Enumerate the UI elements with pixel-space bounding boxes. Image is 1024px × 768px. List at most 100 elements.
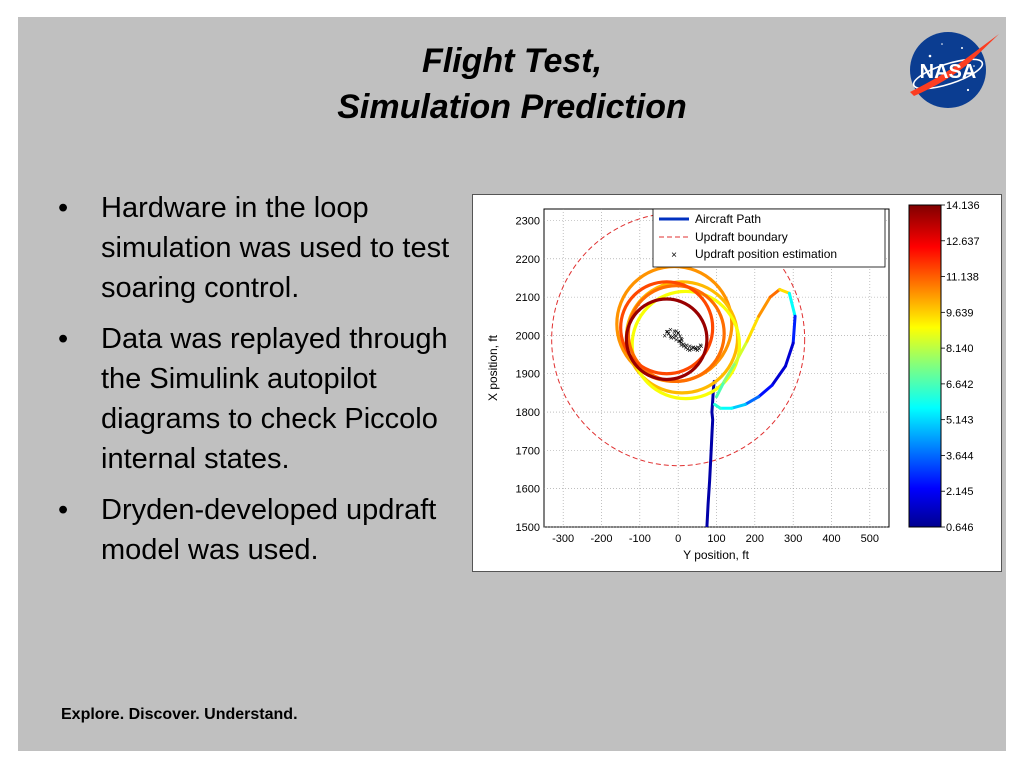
- updraft-estimate-marker: ×: [681, 340, 686, 349]
- updraft-estimate-marker: ×: [676, 329, 681, 338]
- x-tick-label: 0: [675, 533, 681, 545]
- colorbar-tick-label: 0.646: [946, 522, 974, 534]
- colorbar-tick-label: 11.138: [946, 272, 979, 284]
- updraft-estimate-marker: ×: [678, 337, 683, 346]
- updraft-estimate-marker: ×: [689, 345, 694, 354]
- y-tick-label: 1900: [516, 369, 540, 381]
- updraft-estimate-marker: ×: [684, 341, 689, 350]
- bullet-marker: •: [58, 192, 69, 224]
- updraft-estimate-marker: ×: [674, 332, 679, 341]
- updraft-estimation-layer: ×××××××××××××××××××××××××××××××××××× × ×× ×: [662, 326, 703, 355]
- updraft-estimate-marker: ×: [690, 344, 695, 353]
- updraft-estimate-marker: ×: [683, 344, 688, 353]
- updraft-estimate-marker: ×: [677, 337, 682, 346]
- updraft-estimate-marker: ×: [679, 341, 684, 350]
- updraft-estimate-marker: ×: [687, 342, 692, 351]
- x-tick-label: 300: [784, 533, 802, 545]
- x-axis-label: Y position, ft: [683, 548, 749, 562]
- x-tick-label: 400: [822, 533, 840, 545]
- aircraft-path-segment: [722, 360, 738, 383]
- bullet-marker: •: [58, 494, 69, 526]
- updraft-estimate-marker: ×: [687, 346, 692, 355]
- updraft-estimate-marker: ×: [696, 343, 701, 352]
- colorbar-ticks: 14.136 12.637 11.138 9.639 8.140 6.642 5.143 3.…: [941, 200, 980, 534]
- x-tick-label: 100: [707, 533, 725, 545]
- bullet-marker: •: [58, 323, 69, 355]
- aircraft-path-segment: [770, 364, 787, 387]
- aircraft-path-segment: [730, 402, 747, 410]
- updraft-estimate-marker: ×: [679, 338, 684, 347]
- y-tick-label: 1700: [516, 445, 540, 457]
- y-tick-label: 2200: [516, 254, 540, 266]
- updraft-estimate-marker: ×: [682, 342, 687, 351]
- legend-box: [652, 208, 886, 268]
- updraft-estimate-marker: ×: [672, 327, 677, 336]
- title-line-2: Simulation Prediction: [337, 88, 687, 126]
- aircraft-path-segment: [743, 395, 761, 406]
- updraft-estimate-marker: ×: [664, 328, 669, 337]
- legend-label-updraft-boundary: Updraft boundary: [695, 230, 788, 244]
- colorbar: 14.136 12.637 11.138 9.639 8.140 6.642 5.143 3.…: [908, 200, 980, 534]
- aircraft-path-segment: [715, 379, 726, 399]
- aircraft-path-segment: [757, 383, 774, 399]
- bullet-item: • Dryden-developed updraft model was used…: [58, 490, 478, 570]
- updraft-estimate-marker: ×: [668, 332, 673, 341]
- updraft-estimate-marker: ×: [671, 334, 676, 343]
- bullet-item: • Hardware in the loop simulation was use…: [58, 188, 478, 308]
- aircraft-path-layer: [615, 264, 797, 527]
- y-tick-label: 2100: [516, 292, 540, 304]
- updraft-estimate-marker: ×: [674, 335, 679, 344]
- aircraft-path-segment: [734, 339, 749, 364]
- colorbar-tick-label: 6.642: [946, 379, 974, 391]
- flight-path-chart: -300 -200 -100 0 100 200 300 400 500 1500 1600 1700…: [472, 194, 1002, 572]
- y-tick-label: 2000: [516, 330, 540, 342]
- title-line-1: Flight Test,: [421, 42, 603, 80]
- colorbar-tick-label: 5.143: [946, 415, 974, 427]
- slide-title: Flight Test, Simulation Prediction: [0, 38, 1024, 130]
- bullet-list: • Hardware in the loop simulation was use…: [58, 188, 478, 581]
- aircraft-path-segment: [791, 314, 797, 345]
- nasa-logo-text: NASA: [920, 61, 977, 83]
- colorbar-tick-label: 2.145: [946, 486, 974, 498]
- aircraft-path-segment: [757, 295, 772, 318]
- updraft-estimate-marker: ×: [697, 344, 702, 353]
- aircraft-path-segment: [713, 402, 722, 410]
- legend-label-updraft-estimation: Updraft position estimation: [695, 247, 837, 261]
- x-tick-label: 500: [861, 533, 879, 545]
- colorbar-gradient: [908, 204, 942, 528]
- updraft-estimate-marker: ×: [665, 328, 670, 337]
- updraft-estimate-marker: ×: [666, 330, 671, 339]
- updraft-estimate-marker: ×: [669, 333, 674, 342]
- updraft-estimate-marker: ×: [672, 331, 677, 340]
- bullet-text: Hardware in the loop simulation was used…: [101, 192, 450, 304]
- x-tick-label: -200: [590, 533, 612, 545]
- updraft-estimate-marker: ×: [674, 327, 679, 336]
- updraft-estimate-marker: ×: [685, 345, 690, 354]
- x-tick-label: -300: [552, 533, 574, 545]
- aircraft-path-segment: [778, 287, 791, 295]
- updraft-estimate-marker: ×: [668, 326, 673, 335]
- y-tick-label: 1800: [516, 407, 540, 419]
- aircraft-path-segment: [745, 314, 761, 343]
- legend-label-aircraft-path: Aircraft Path: [695, 212, 761, 226]
- colorbar-tick-label: 12.637: [946, 236, 980, 248]
- nasa-logo: NASA: [910, 32, 999, 108]
- tick-labels: -300 -200 -100 0 100 200 300 400 500 1500 1600 1700…: [516, 215, 879, 545]
- nasa-logo-vector: [910, 34, 999, 96]
- y-axis-label: X position, ft: [486, 334, 500, 401]
- aircraft-path-segment: [768, 287, 782, 299]
- updraft-estimate-marker: ×: [680, 335, 685, 344]
- updraft-estimate-marker: ×: [699, 342, 704, 351]
- updraft-estimate-marker: ×: [662, 331, 667, 340]
- aircraft-path-loop: [619, 280, 715, 376]
- updraft-estimate-marker: ×: [695, 346, 700, 355]
- bullet-text: Dryden-developed updraft model was used.: [101, 494, 437, 566]
- updraft-estimate-marker: ×: [679, 334, 684, 343]
- aircraft-path-segment: [787, 291, 797, 318]
- legend: Aircraft Path Updraft boundary × Updraft…: [652, 208, 886, 268]
- updraft-estimate-marker: ×: [691, 343, 696, 352]
- aircraft-path-loop: [624, 297, 709, 382]
- updraft-estimate-marker: ×: [693, 345, 698, 354]
- updraft-estimate-marker: ×: [678, 332, 683, 341]
- colorbar-tick-label: 3.644: [946, 450, 974, 462]
